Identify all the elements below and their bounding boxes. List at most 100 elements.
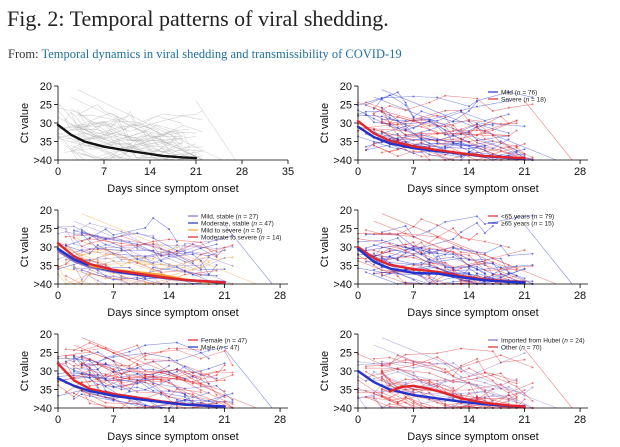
trajectory-point: [88, 393, 91, 395]
y-tick-label: 35: [340, 385, 352, 397]
trajectory-point: [207, 367, 210, 370]
patient-trajectory: [381, 254, 525, 279]
trajectory-point: [364, 367, 367, 370]
trajectory-point: [476, 397, 478, 399]
trajectory-point: [112, 237, 115, 240]
trajectory-point: [491, 272, 494, 275]
trajectory-point: [388, 242, 391, 245]
source-line: From: Temporal dynamics in viral sheddin…: [8, 47, 402, 62]
trajectory-point: [468, 388, 470, 391]
trajectory-point: [372, 370, 375, 373]
trajectory-point: [523, 152, 526, 155]
source-link[interactable]: Temporal dynamics in viral shedding and …: [41, 47, 402, 61]
y-tick-label: 30: [40, 118, 52, 130]
trajectory-point: [96, 351, 99, 354]
trajectory-point: [396, 259, 399, 262]
trajectory-point: [452, 390, 455, 393]
trajectory-point: [152, 405, 155, 407]
trajectory-point: [460, 109, 463, 112]
x-tick-label: 14: [144, 166, 156, 178]
trajectory-point: [104, 246, 107, 249]
trajectory-point: [199, 274, 202, 276]
mean-curve-severe: [356, 119, 526, 160]
trajectory-point: [231, 392, 234, 395]
trajectory-point: [491, 134, 494, 137]
trajectory-point: [491, 110, 494, 112]
trajectory-point: [80, 349, 83, 352]
outlier-trajectory: [195, 100, 236, 161]
trajectory-point: [412, 248, 415, 251]
trajectory-point: [452, 362, 455, 364]
trajectory-point: [112, 242, 115, 245]
trajectory-point: [452, 138, 455, 141]
trajectory-point: [380, 251, 383, 254]
legend-label: Mild, stable (n = 27): [201, 213, 258, 220]
trajectory-point: [72, 268, 75, 270]
trajectory-point: [72, 395, 75, 398]
trajectory-point: [483, 381, 486, 384]
trajectory-point: [144, 369, 147, 372]
trajectory-point: [483, 119, 486, 122]
trajectory-point: [412, 402, 415, 405]
trajectory-point: [168, 238, 170, 241]
trajectory-point: [460, 128, 463, 131]
patient-trajectory: [357, 109, 509, 135]
trajectory-point: [531, 400, 534, 402]
trajectory-point: [152, 360, 155, 363]
trajectory-point: [491, 379, 494, 382]
patient-trajectory: [365, 368, 517, 384]
trajectory-point: [476, 215, 478, 218]
trajectory-point: [88, 371, 91, 374]
trajectory-point: [64, 362, 67, 365]
trajectory-point: [144, 344, 147, 347]
trajectory-point: [380, 106, 383, 109]
trajectory-point: [372, 117, 375, 120]
trajectory-point: [112, 397, 115, 400]
trajectory-point: [460, 364, 463, 367]
trajectory-point: [412, 404, 415, 407]
trajectory-point: [476, 395, 478, 398]
trajectory-point: [531, 386, 534, 389]
trajectory-point: [507, 132, 510, 135]
x-tick-label: 35: [282, 166, 294, 178]
trajectory-point: [428, 258, 431, 261]
trajectory-point: [388, 405, 391, 408]
x-axis-label: Days since symptom onset: [407, 183, 538, 195]
trajectory-point: [380, 120, 383, 122]
trajectory-point: [428, 124, 431, 127]
trajectory-point: [491, 225, 494, 227]
trajectory-point: [380, 390, 383, 393]
trajectory-point: [128, 367, 131, 370]
y-tick-label: 20: [340, 81, 352, 93]
trajectory-point: [468, 265, 470, 268]
x-tick-label: 21: [518, 290, 530, 302]
trajectory-point: [104, 377, 107, 380]
patient-trajectory: [373, 354, 533, 373]
trajectory-point: [112, 399, 115, 402]
y-tick-label: 30: [40, 366, 52, 378]
trajectory-point: [460, 141, 463, 143]
patient-trajectory: [71, 137, 183, 157]
trajectory-point: [160, 263, 163, 266]
trajectory-point: [215, 264, 218, 266]
trajectory-point: [428, 251, 431, 254]
trajectory-point: [191, 262, 194, 265]
trajectory-point: [476, 274, 478, 277]
trajectory-point: [80, 269, 83, 272]
trajectory-point: [476, 100, 478, 103]
trajectory-point: [483, 138, 486, 140]
y-tick-label: 30: [340, 242, 352, 254]
x-axis-label: Days since symptom onset: [107, 431, 238, 443]
x-tick-label: 28: [274, 290, 286, 302]
y-tick-label: 30: [340, 118, 352, 130]
trajectory-point: [199, 268, 202, 271]
trajectory-point: [215, 379, 218, 382]
trajectory-point: [128, 358, 131, 361]
trajectory-point: [372, 121, 375, 124]
trajectory-point: [96, 386, 99, 389]
trajectory-point: [420, 155, 423, 158]
trajectory-point: [372, 127, 375, 130]
patient-trajectory: [71, 135, 197, 149]
trajectory-point: [80, 233, 83, 236]
trajectory-point: [404, 133, 407, 136]
